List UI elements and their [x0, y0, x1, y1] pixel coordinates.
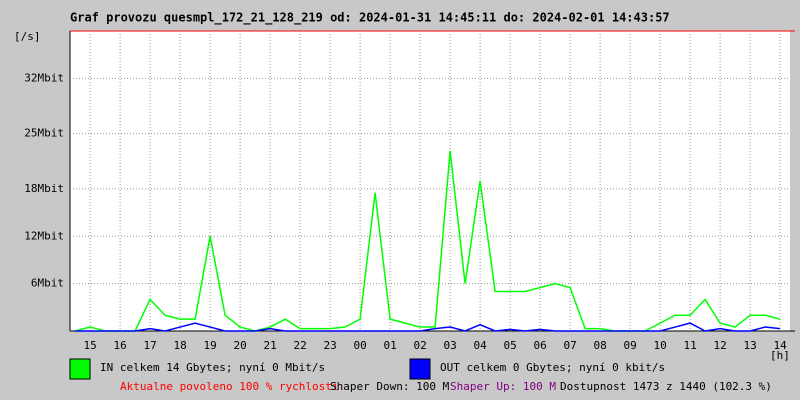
x-tick-label: 17	[143, 339, 156, 352]
x-tick-label: 05	[503, 339, 516, 352]
y-axis-label: [/s]	[14, 30, 41, 43]
footer-text: Aktualne povoleno 100 % rychlosti	[120, 380, 339, 393]
chart-title: Graf provozu quesmpl_172_21_128_219 od: …	[70, 11, 670, 26]
y-tick-label: 6Mbit	[31, 277, 64, 290]
legend-label: OUT celkem 0 Gbytes; nyní 0 kbit/s	[440, 361, 665, 374]
x-tick-label: 00	[353, 339, 366, 352]
x-tick-label: 21	[263, 339, 276, 352]
x-tick-label: 16	[113, 339, 126, 352]
series-line	[74, 150, 781, 332]
y-tick-label: 12Mbit	[24, 229, 64, 242]
legend-swatch	[409, 358, 431, 380]
y-tick-label: 18Mbit	[24, 182, 64, 195]
x-tick-label: 02	[413, 339, 426, 352]
x-tick-label: 07	[563, 339, 576, 352]
x-axis-label: [h]	[770, 349, 790, 362]
x-tick-label: 18	[173, 339, 186, 352]
x-tick-label: 15	[83, 339, 96, 352]
x-tick-label: 11	[683, 339, 696, 352]
legend-swatch	[69, 358, 91, 380]
series-line	[75, 322, 781, 332]
footer-text: Shaper Down: 100 M	[330, 380, 450, 393]
y-tick-label: 32Mbit	[24, 71, 64, 84]
footer-text: Dostupnost 1473 z 1440 (102.3 %)	[560, 380, 772, 393]
x-tick-label: 22	[293, 339, 306, 352]
x-tick-label: 13	[743, 339, 756, 352]
x-tick-label: 08	[593, 339, 606, 352]
x-tick-label: 20	[233, 339, 246, 352]
plot-area	[70, 31, 790, 331]
x-tick-label: 03	[443, 339, 456, 352]
x-tick-label: 14	[773, 339, 787, 352]
x-tick-label: 09	[623, 339, 636, 352]
y-tick-label: 25Mbit	[24, 127, 64, 140]
x-tick-label: 01	[383, 339, 396, 352]
x-tick-label: 04	[473, 339, 487, 352]
x-tick-label: 12	[713, 339, 726, 352]
footer-text: Shaper Up: 100 M	[450, 380, 556, 393]
x-tick-label: 23	[323, 339, 336, 352]
legend-label: IN celkem 14 Gbytes; nyní 0 Mbit/s	[100, 361, 325, 374]
x-tick-label: 06	[533, 339, 546, 352]
x-tick-label: 10	[653, 339, 666, 352]
x-tick-label: 19	[203, 339, 216, 352]
